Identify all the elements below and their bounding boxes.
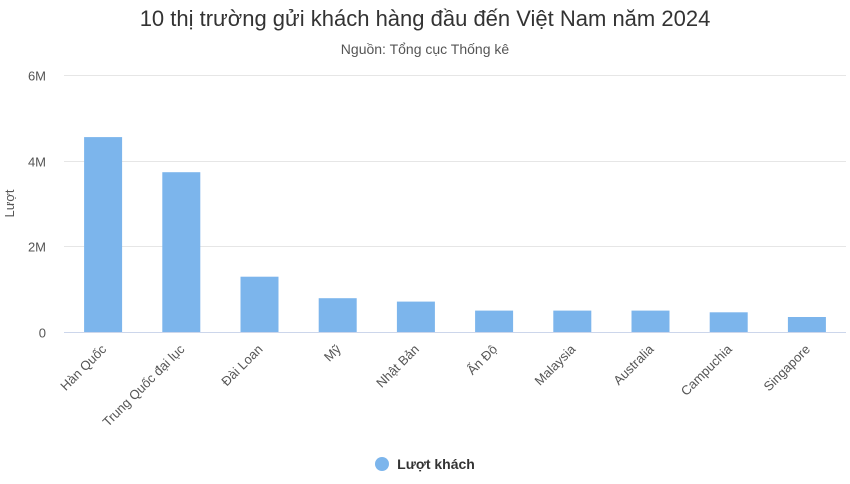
bar[interactable]	[787, 317, 826, 332]
chart-title: 10 thị trường gửi khách hàng đầu đến Việ…	[139, 6, 711, 31]
x-tick-label: Nhật Bản	[373, 342, 422, 391]
x-tick-label: Australia	[610, 341, 657, 388]
bar[interactable]	[396, 301, 435, 332]
bar[interactable]	[240, 276, 279, 332]
x-tick-label: Ấn Độ	[464, 342, 500, 378]
bars	[84, 137, 826, 332]
bar[interactable]	[631, 310, 670, 332]
chart-subtitle: Nguồn: Tổng cục Thống kê	[340, 41, 510, 57]
bar[interactable]	[709, 312, 748, 332]
y-tick-label: 6M	[28, 69, 46, 84]
bar[interactable]	[553, 310, 592, 332]
x-tick-label: Singapore	[760, 342, 813, 395]
y-axis-label: Lượt	[2, 189, 17, 217]
x-tick-label: Hàn Quốc	[57, 341, 109, 393]
bar[interactable]	[162, 172, 201, 332]
bar[interactable]	[475, 310, 514, 332]
bar[interactable]	[318, 298, 357, 332]
x-tick-label: Đài Loan	[218, 342, 265, 389]
x-tick-label: Malaysia	[532, 341, 579, 388]
x-tick-label: Trung Quốc đại lục	[99, 341, 187, 429]
y-tick-label: 2M	[28, 240, 46, 255]
y-axis-ticks: 0 2M 4M 6M	[28, 69, 46, 341]
legend-swatch	[375, 457, 390, 471]
legend-label: Lượt khách	[397, 456, 475, 472]
y-tick-label: 0	[39, 326, 46, 341]
bar[interactable]	[84, 137, 123, 332]
y-tick-label: 4M	[28, 155, 46, 170]
legend[interactable]: Lượt khách	[0, 456, 850, 472]
x-tick-label: Mỹ	[321, 341, 344, 364]
x-tick-label: Campuchia	[678, 341, 736, 399]
